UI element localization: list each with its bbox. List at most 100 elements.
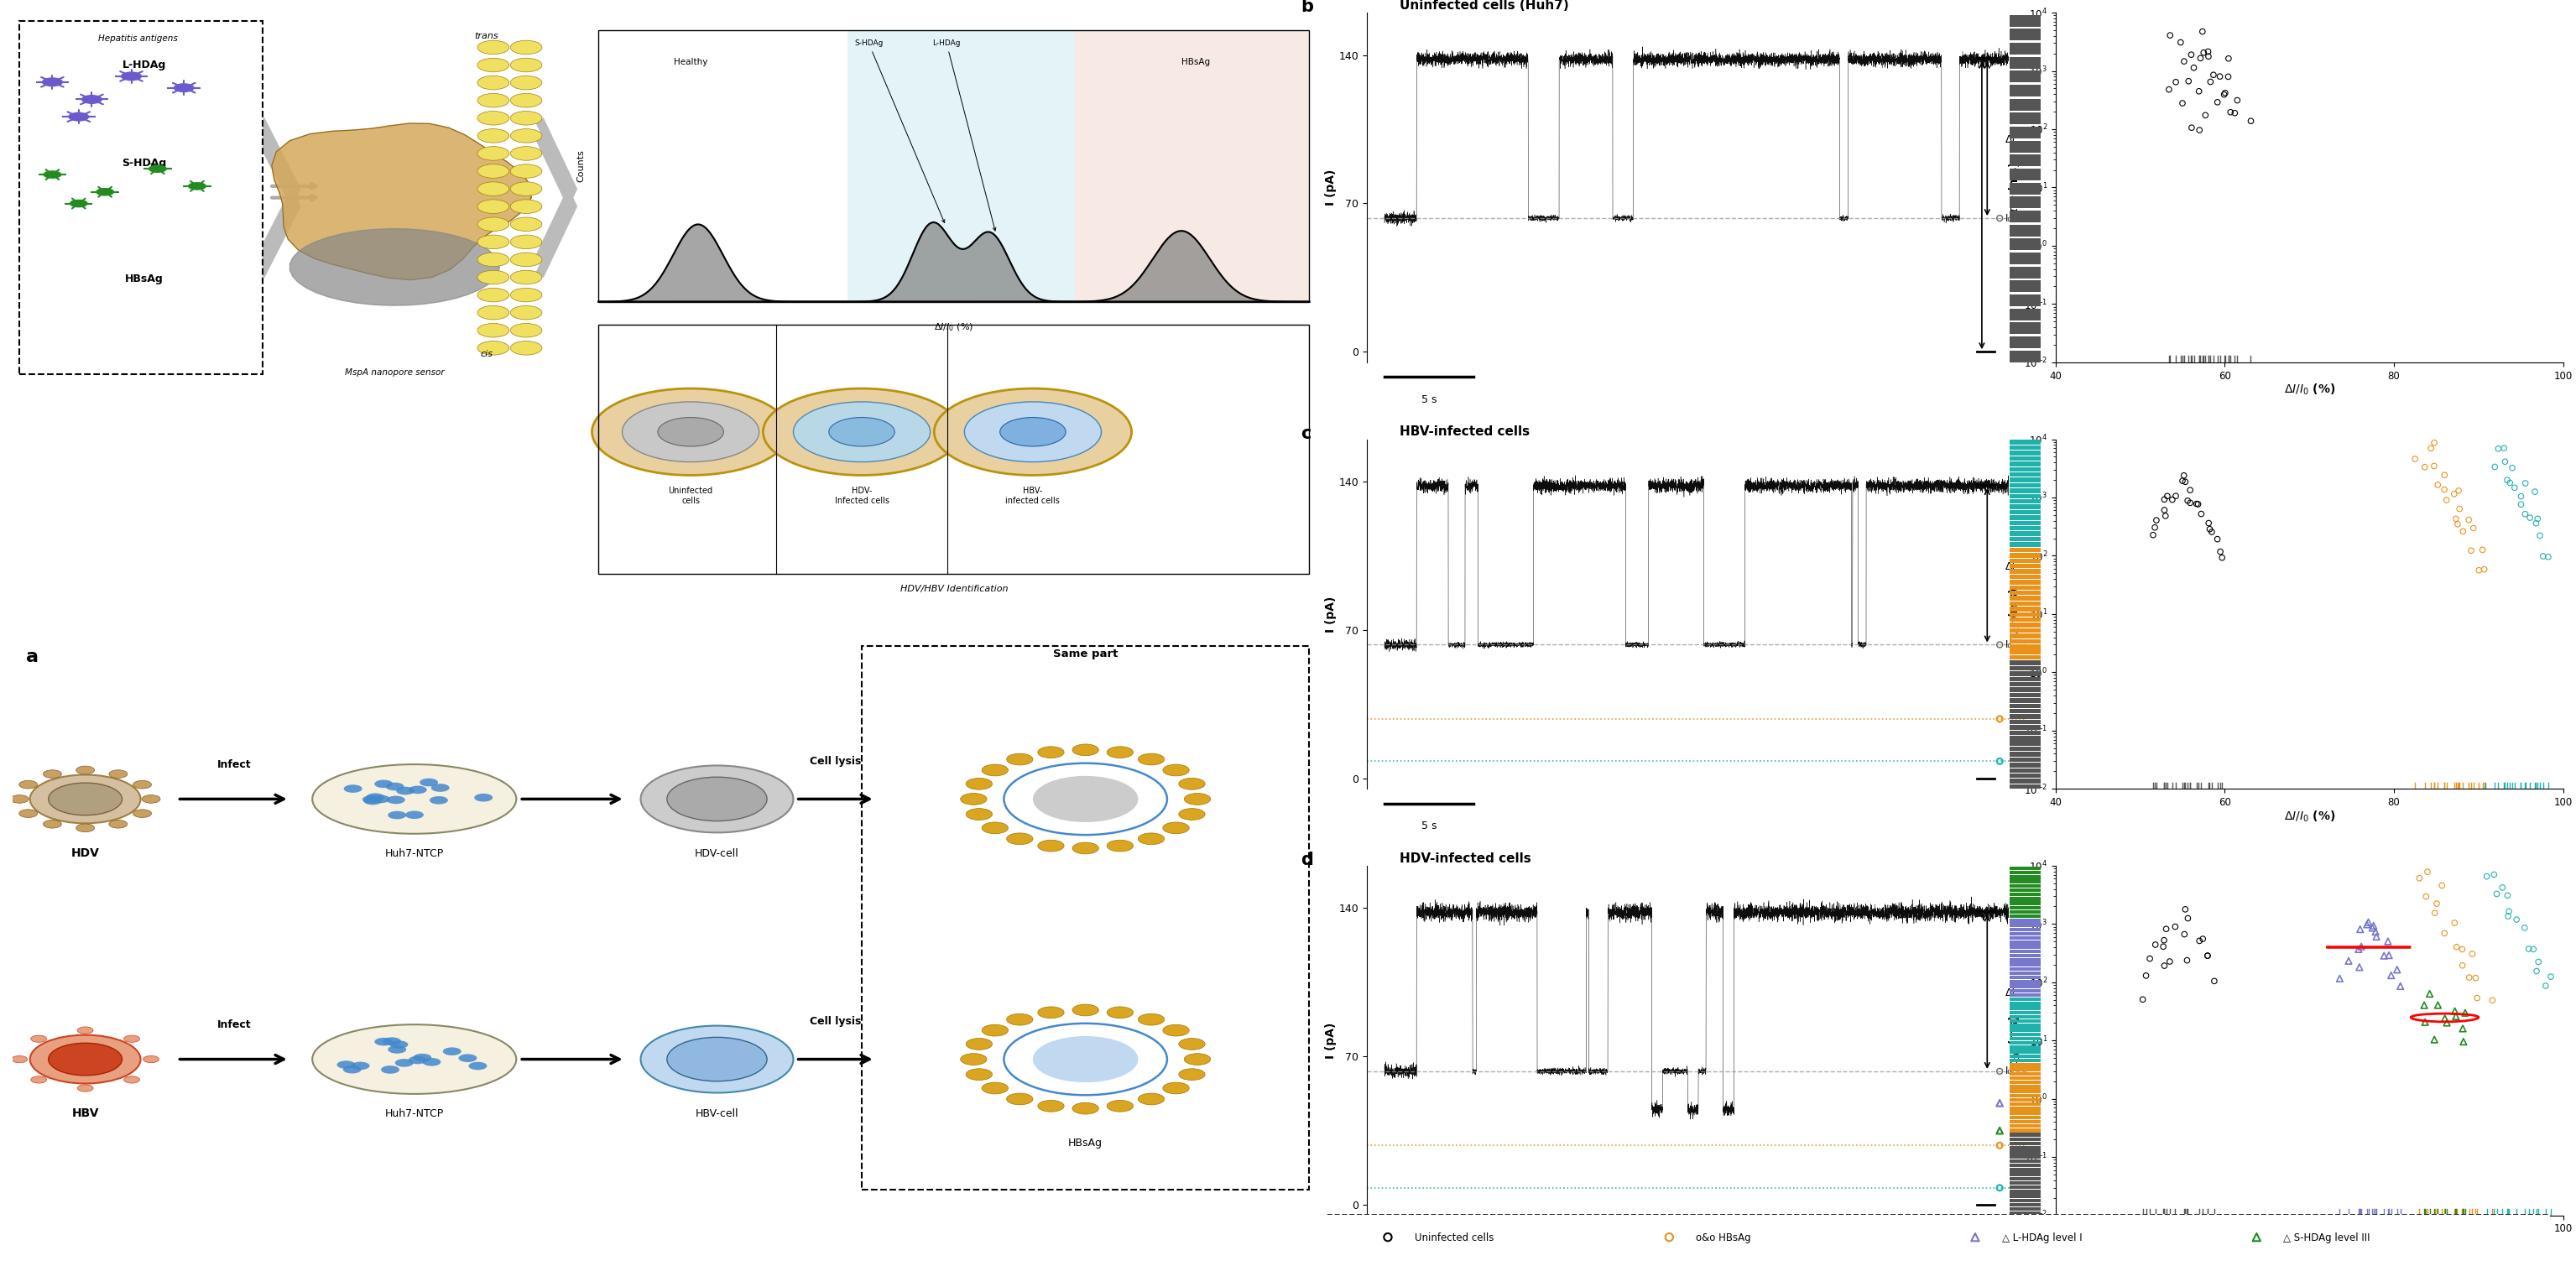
Point — [2342, 937, 2383, 957]
Circle shape — [1072, 1004, 1097, 1015]
Text: I₀: I₀ — [2004, 1066, 2012, 1076]
Polygon shape — [291, 229, 500, 305]
Circle shape — [381, 1066, 399, 1074]
Circle shape — [95, 187, 113, 196]
Point — [2488, 472, 2530, 492]
Circle shape — [963, 401, 1103, 462]
Circle shape — [1108, 747, 1133, 758]
Point — [2210, 103, 2251, 123]
Circle shape — [173, 84, 196, 92]
Circle shape — [510, 305, 541, 319]
Text: HDV-cell: HDV-cell — [696, 848, 739, 860]
Point — [2481, 877, 2522, 898]
Point — [2478, 438, 2519, 458]
Circle shape — [829, 418, 894, 447]
Bar — [848, 30, 1074, 301]
Point — [2164, 924, 2205, 944]
Circle shape — [657, 418, 724, 447]
Point — [2424, 923, 2465, 943]
Text: o&o HBsAg: o&o HBsAg — [1695, 1233, 1752, 1243]
Circle shape — [371, 795, 389, 803]
Circle shape — [510, 41, 541, 54]
Circle shape — [477, 289, 510, 301]
Point — [2362, 946, 2403, 966]
Circle shape — [999, 418, 1066, 447]
Point — [2504, 918, 2545, 938]
Circle shape — [149, 165, 167, 173]
FancyBboxPatch shape — [21, 22, 263, 373]
Point — [2190, 72, 2231, 92]
Point — [2166, 951, 2208, 971]
Point — [2517, 961, 2558, 981]
Point — [2182, 22, 2223, 42]
Circle shape — [1072, 1103, 1097, 1114]
Point — [2187, 47, 2228, 67]
Point — [2517, 952, 2558, 972]
Point — [2161, 471, 2202, 491]
Circle shape — [510, 76, 541, 90]
Circle shape — [44, 820, 62, 828]
Point — [2143, 489, 2184, 509]
Point — [2172, 44, 2213, 65]
Point — [2486, 470, 2527, 490]
Circle shape — [477, 235, 510, 249]
Circle shape — [510, 200, 541, 214]
Point — [2192, 65, 2233, 85]
Circle shape — [430, 784, 448, 791]
Point — [1978, 1177, 2020, 1198]
Circle shape — [1108, 1006, 1133, 1018]
Text: Cell lysis: Cell lysis — [809, 756, 860, 767]
Point — [2450, 541, 2491, 561]
Text: S-HDAg: S-HDAg — [855, 39, 945, 223]
Circle shape — [397, 786, 415, 795]
Circle shape — [374, 780, 392, 787]
Point — [2414, 433, 2455, 453]
Circle shape — [343, 785, 363, 793]
Circle shape — [144, 1056, 160, 1062]
Text: I₀: I₀ — [2004, 639, 2012, 651]
Point — [2403, 1012, 2445, 1032]
Point — [2442, 522, 2483, 542]
Point — [2339, 939, 2380, 960]
Text: Hepatitis antigens: Hepatitis antigens — [98, 34, 178, 43]
Point — [2187, 946, 2228, 966]
Circle shape — [477, 111, 510, 125]
Point — [2488, 901, 2530, 922]
Circle shape — [366, 794, 384, 801]
Point — [2434, 1006, 2476, 1027]
Circle shape — [420, 779, 438, 786]
Point — [2473, 865, 2514, 885]
Point — [2187, 946, 2228, 966]
Circle shape — [762, 389, 961, 475]
Point — [2416, 894, 2458, 914]
Circle shape — [510, 165, 541, 179]
Point — [2439, 499, 2481, 519]
Text: HBsAg: HBsAg — [1069, 1137, 1103, 1148]
Point — [2434, 509, 2476, 529]
Point — [2352, 915, 2393, 936]
Circle shape — [18, 809, 39, 818]
Bar — [598, 30, 848, 301]
Circle shape — [477, 218, 510, 232]
Point — [2414, 903, 2455, 923]
Text: Cell lysis: Cell lysis — [809, 1017, 860, 1027]
Point — [2452, 518, 2494, 538]
Point — [2136, 934, 2177, 955]
Point — [2169, 480, 2210, 500]
Circle shape — [108, 820, 126, 828]
Point — [2179, 931, 2221, 951]
Circle shape — [477, 94, 510, 108]
Point — [2378, 960, 2419, 980]
Point — [1978, 208, 2020, 228]
Point — [2146, 919, 2187, 939]
Point — [2427, 490, 2468, 510]
Point — [2437, 937, 2478, 957]
Point — [1978, 1136, 2020, 1156]
Circle shape — [966, 1038, 992, 1050]
Text: 5 s: 5 s — [1422, 394, 1437, 405]
Circle shape — [410, 1056, 428, 1065]
Circle shape — [981, 1024, 1007, 1036]
Text: HDV-
Infected cells: HDV- Infected cells — [835, 487, 889, 505]
Point — [2339, 957, 2380, 977]
Bar — [1074, 30, 1309, 301]
